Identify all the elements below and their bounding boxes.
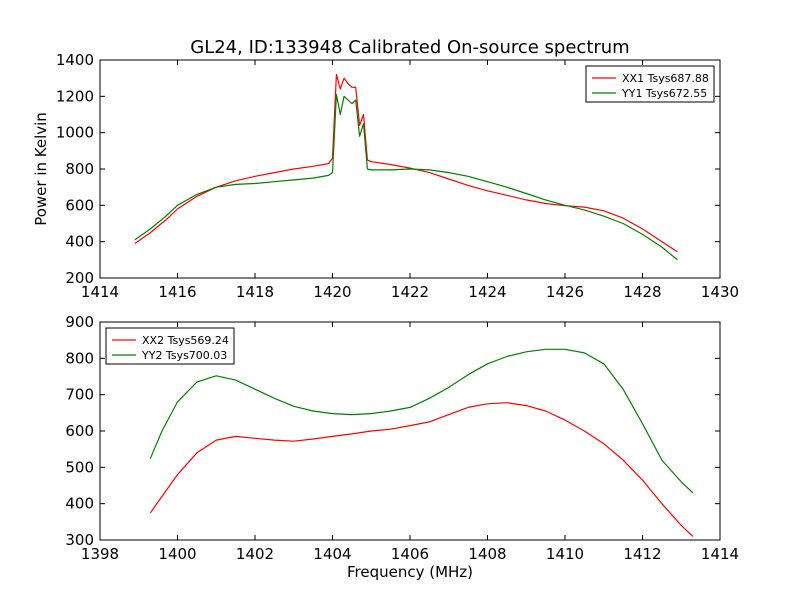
top-y-tick-label: 1200 xyxy=(56,87,94,105)
top-panel: 1414 1416 1418 1420 1422 1424 1426 1428 1430 200 4… xyxy=(56,51,739,301)
bottom-x-axis-label: Frequency (MHz) xyxy=(347,563,473,581)
bottom-series-line-1 xyxy=(149,402,694,537)
bottom-x-tick-label: 1398 xyxy=(81,545,119,563)
top-legend-label-1: XX1 Tsys687.88 xyxy=(622,72,709,85)
top-axis-ticks: 1414 1416 1418 1420 1422 1424 1426 1428 1430 200 4… xyxy=(56,51,739,301)
top-legend-label-2: YY1 Tsys672.55 xyxy=(621,87,707,100)
bottom-x-tick-label: 1400 xyxy=(158,545,196,563)
bottom-series-lines xyxy=(149,348,694,537)
top-y-tick-label: 600 xyxy=(65,196,94,214)
top-x-tick-label: 1428 xyxy=(623,283,661,301)
top-y-axis-label: Power in Kelvin xyxy=(32,112,50,226)
top-y-tick-label: 1400 xyxy=(56,51,94,69)
top-y-tick-label: 400 xyxy=(65,233,94,251)
top-y-tick-label: 800 xyxy=(65,160,94,178)
bottom-axis-ticks: 1398 1400 1402 1404 1406 1408 1410 1412 1414 300 4… xyxy=(65,313,739,563)
bottom-y-tick-label: 900 xyxy=(65,313,94,331)
bottom-panel: 1398 1400 1402 1404 1406 1408 1410 1412 1414 300 4… xyxy=(65,313,739,563)
bottom-legend: XX2 Tsys569.24 YY2 Tsys700.03 xyxy=(105,327,235,365)
bottom-y-tick-label: 600 xyxy=(65,422,94,440)
bottom-legend-label-2: YY2 Tsys700.03 xyxy=(141,349,227,362)
top-x-tick-label: 1430 xyxy=(701,283,739,301)
bottom-x-tick-label: 1412 xyxy=(623,545,661,563)
bottom-series-line-2 xyxy=(149,348,694,494)
bottom-y-tick-label: 300 xyxy=(65,531,94,549)
bottom-legend-box xyxy=(105,327,235,365)
top-x-tick-label: 1424 xyxy=(468,283,506,301)
bottom-x-tick-label: 1404 xyxy=(313,545,351,563)
top-legend: XX1 Tsys687.88 YY1 Tsys672.55 xyxy=(585,65,715,103)
bottom-y-tick-label: 800 xyxy=(65,349,94,367)
bottom-x-tick-label: 1408 xyxy=(468,545,506,563)
bottom-x-tick-label: 1406 xyxy=(391,545,429,563)
top-y-tick-label: 200 xyxy=(65,269,94,287)
top-x-tick-label: 1426 xyxy=(546,283,584,301)
bottom-x-tick-label: 1414 xyxy=(701,545,739,563)
top-legend-box xyxy=(585,65,715,103)
bottom-legend-label-1: XX2 Tsys569.24 xyxy=(142,334,229,347)
top-y-tick-label: 1000 xyxy=(56,124,94,142)
bottom-y-tick-label: 500 xyxy=(65,458,94,476)
top-series-lines xyxy=(134,73,678,261)
chart-title: GL24, ID:133948 Calibrated On-source spe… xyxy=(190,37,629,58)
top-x-tick-label: 1414 xyxy=(81,283,119,301)
top-series-line-1 xyxy=(134,73,678,253)
top-x-tick-label: 1418 xyxy=(236,283,274,301)
top-x-tick-label: 1420 xyxy=(313,283,351,301)
bottom-x-tick-label: 1402 xyxy=(236,545,274,563)
top-x-tick-label: 1422 xyxy=(391,283,429,301)
top-series-line-2 xyxy=(134,93,678,261)
bottom-y-tick-label: 700 xyxy=(65,386,94,404)
top-x-tick-label: 1416 xyxy=(158,283,196,301)
bottom-x-tick-label: 1410 xyxy=(546,545,584,563)
bottom-y-tick-label: 400 xyxy=(65,495,94,513)
